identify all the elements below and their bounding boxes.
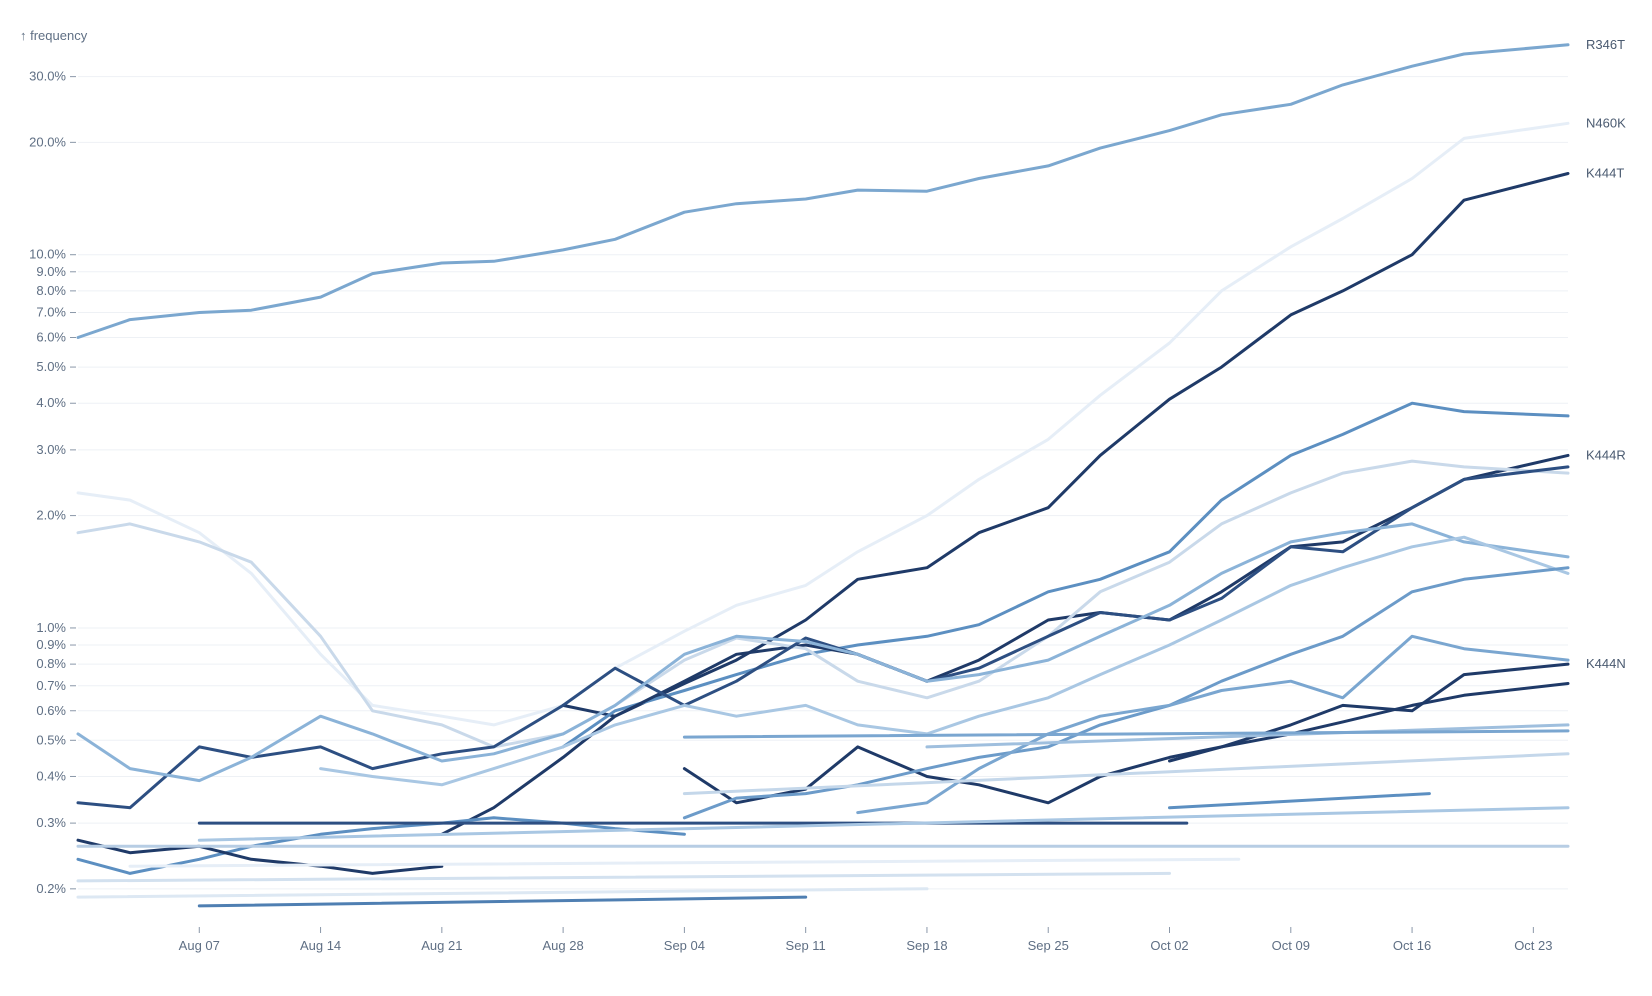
y-tick-label: 8.0% — [36, 283, 66, 298]
x-tick-label: Aug 07 — [179, 938, 220, 953]
series-line — [128, 857, 1241, 868]
x-tick-label: Sep 04 — [664, 938, 705, 953]
y-tick-label: 30.0% — [29, 69, 66, 84]
y-tick-label: 20.0% — [29, 134, 66, 149]
series-line — [76, 887, 929, 899]
series-line — [682, 662, 1570, 805]
y-tick-label: 0.3% — [36, 815, 66, 830]
series-line — [561, 401, 1570, 749]
y-tick-label: 4.0% — [36, 395, 66, 410]
series-line — [561, 172, 1570, 718]
series-line — [76, 465, 1570, 810]
y-tick-label: 0.9% — [36, 637, 66, 652]
y-tick-label: 1.0% — [36, 620, 66, 635]
x-axis: Aug 07 Aug 14 Aug 21 Aug 28 Sep 04 Sep 11 Sep … — [179, 927, 1552, 953]
x-tick-label: Sep 18 — [906, 938, 947, 953]
series-labels: R346T N460K K444T K444R K444N — [1586, 37, 1626, 671]
y-tick-label: 5.0% — [36, 359, 66, 374]
series-label: K444T — [1586, 166, 1624, 181]
series-line — [76, 43, 1570, 339]
series-line — [197, 806, 1570, 842]
series-label: K444N — [1586, 656, 1626, 671]
series-line — [76, 522, 1570, 783]
x-tick-label: Oct 23 — [1514, 938, 1552, 953]
y-tick-label: 0.8% — [36, 656, 66, 671]
x-tick-label: Oct 16 — [1393, 938, 1431, 953]
y-axis: 0.2% 0.3% 0.4% 0.5% 0.6% 0.7% 0.8% 0.9% 1.0% 2.0%… — [29, 69, 76, 896]
series-line — [76, 459, 1570, 749]
series-lines — [76, 43, 1570, 908]
x-tick-label: Sep 25 — [1028, 938, 1069, 953]
series-label: K444R — [1586, 447, 1626, 462]
series-line — [925, 723, 1570, 749]
grid-lines — [78, 76, 1568, 890]
y-tick-label: 0.2% — [36, 881, 66, 896]
y-tick-label: 2.0% — [36, 508, 66, 523]
x-tick-label: Oct 09 — [1272, 938, 1310, 953]
y-axis-title: ↑ frequency — [20, 28, 88, 43]
x-tick-label: Aug 14 — [300, 938, 341, 953]
series-label: N460K — [1586, 115, 1626, 130]
y-tick-label: 9.0% — [36, 264, 66, 279]
y-tick-label: 0.4% — [36, 768, 66, 783]
series-line — [682, 566, 1570, 820]
series-line — [682, 752, 1570, 796]
series-line — [440, 453, 1570, 836]
series-line — [76, 871, 1171, 883]
series-line — [1168, 792, 1431, 810]
y-tick-label: 7.0% — [36, 305, 66, 320]
y-tick-label: 10.0% — [29, 247, 66, 262]
x-tick-label: Oct 02 — [1150, 938, 1188, 953]
x-tick-label: Sep 11 — [786, 938, 826, 953]
y-tick-label: 6.0% — [36, 330, 66, 345]
x-tick-label: Aug 21 — [421, 938, 462, 953]
y-tick-label: 0.7% — [36, 678, 66, 693]
x-tick-label: Aug 28 — [543, 938, 584, 953]
series-line — [1168, 682, 1570, 763]
y-tick-label: 0.6% — [36, 703, 66, 718]
series-line — [76, 838, 444, 875]
y-tick-label: 0.5% — [36, 732, 66, 747]
series-line — [197, 895, 808, 908]
series-label: R346T — [1586, 37, 1625, 52]
y-tick-label: 3.0% — [36, 442, 66, 457]
series-line — [76, 121, 1570, 727]
series-line — [682, 729, 1570, 739]
series-line — [76, 816, 686, 875]
series-line — [856, 634, 1570, 815]
